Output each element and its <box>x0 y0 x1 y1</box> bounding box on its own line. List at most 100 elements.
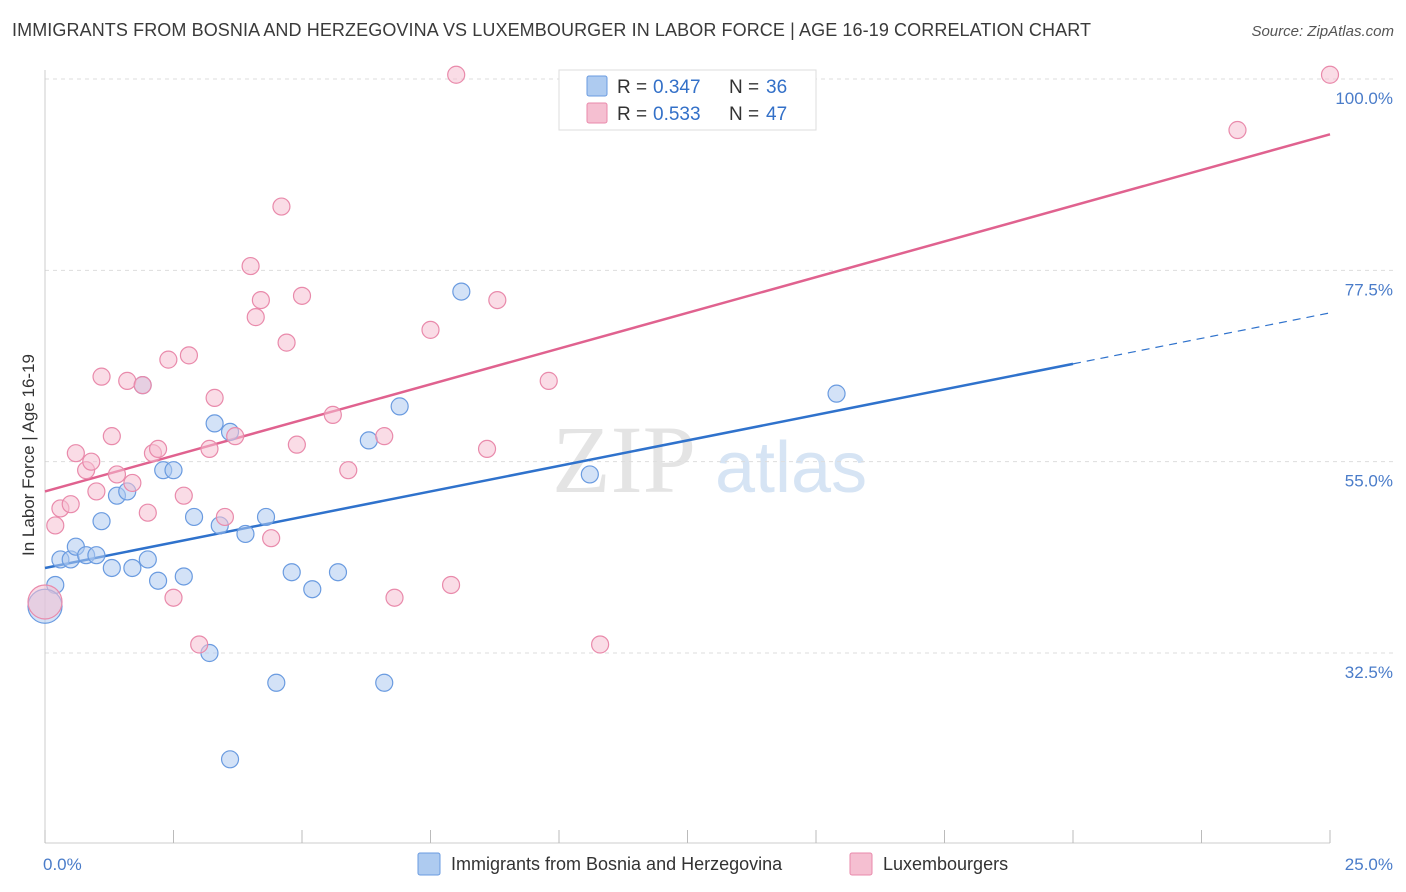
data-point-pink <box>123 473 142 493</box>
trend-line-pink <box>44 133 1331 493</box>
legend-r-value-blue: 0.347 <box>653 77 701 98</box>
data-point-pink <box>82 452 101 471</box>
data-point-blue <box>236 524 255 544</box>
y-tick-labels: 32.5% 55.0% 77.5% 100.0% <box>1335 89 1393 682</box>
x-tick-labels: 0.0% 25.0% <box>43 855 1393 874</box>
trend-lines <box>44 133 1331 570</box>
data-point-pink <box>339 461 358 480</box>
data-point-pink <box>46 516 65 535</box>
data-point-pink <box>447 65 466 84</box>
data-point-blue <box>138 550 157 569</box>
data-point-pink <box>92 367 111 386</box>
data-point-pink <box>375 427 394 446</box>
data-point-blue <box>87 546 106 565</box>
series-pink-points <box>27 65 1340 654</box>
axes <box>44 70 1331 844</box>
data-point-pink <box>87 482 106 501</box>
data-point-pink <box>262 529 281 548</box>
data-point-pink <box>190 635 209 654</box>
bottom-legend-swatch-pink <box>849 852 873 876</box>
data-point-pink <box>138 503 157 522</box>
bottom-legend-label-pink: Luxembourgers <box>883 854 1008 874</box>
legend-r-value-pink: 0.533 <box>653 104 701 125</box>
data-point-pink <box>477 439 497 459</box>
data-point-blue <box>267 673 286 692</box>
data-point-blue <box>205 414 224 433</box>
data-point-blue <box>375 673 394 692</box>
data-point-blue <box>359 431 378 450</box>
data-point-pink <box>118 371 137 390</box>
data-point-blue <box>827 384 846 403</box>
y-tick-label: 77.5% <box>1345 280 1393 299</box>
data-point-pink <box>27 584 63 620</box>
data-point-blue <box>580 465 599 484</box>
bottom-legend-swatch-blue <box>417 852 441 876</box>
legend-n-label-blue: N = <box>729 77 759 98</box>
legend-n-value-pink: 47 <box>766 104 787 125</box>
grid-lines <box>45 78 1395 654</box>
data-point-pink <box>179 346 199 365</box>
data-point-pink <box>133 376 152 395</box>
x-tick-label: 0.0% <box>43 855 82 874</box>
data-point-pink <box>1228 120 1247 140</box>
source-label: Source: ZipAtlas.com <box>1251 23 1394 40</box>
data-point-blue <box>92 512 111 531</box>
data-point-pink <box>539 371 558 390</box>
data-point-pink <box>102 427 121 446</box>
data-point-blue <box>452 282 471 301</box>
data-point-blue <box>174 567 193 586</box>
data-point-pink <box>174 486 193 505</box>
data-point-blue <box>123 558 142 578</box>
data-point-pink <box>205 388 224 407</box>
data-point-pink <box>251 290 270 310</box>
data-point-pink <box>226 427 245 446</box>
legend-r-label-pink: R = <box>617 104 647 125</box>
trend-line-blue <box>44 362 1074 570</box>
data-point-pink <box>61 495 80 514</box>
series-blue-points <box>27 282 846 769</box>
data-point-blue <box>148 571 168 590</box>
data-point-pink <box>107 465 127 484</box>
data-point-pink <box>215 507 234 527</box>
data-point-pink <box>148 439 168 459</box>
data-point-pink <box>287 435 306 454</box>
watermark-zip: ZIP <box>552 406 696 513</box>
data-point-pink <box>488 290 507 310</box>
data-point-pink <box>200 439 219 459</box>
legend: R = 0.347 N = 36 R = 0.533 N = 47 <box>558 69 817 131</box>
trend-line-blue-extension <box>1072 312 1331 365</box>
chart-title: IMMIGRANTS FROM BOSNIA AND HERZEGOVINA V… <box>12 20 1092 40</box>
bottom-legend: Immigrants from Bosnia and Herzegovina L… <box>417 852 1008 876</box>
data-point-pink <box>421 320 440 339</box>
data-point-blue <box>102 558 121 578</box>
data-point-blue <box>256 507 276 527</box>
data-point-pink <box>441 575 461 595</box>
y-tick-label: 100.0% <box>1335 89 1393 108</box>
data-point-blue <box>390 397 409 416</box>
y-axis-label: In Labor Force | Age 16-19 <box>19 354 38 556</box>
data-point-pink <box>292 286 312 305</box>
data-point-pink <box>1320 65 1340 84</box>
data-point-pink <box>164 588 183 607</box>
legend-swatch-pink <box>586 102 608 124</box>
legend-n-label-pink: N = <box>729 104 759 125</box>
data-point-blue <box>282 563 301 582</box>
x-tick-label: 25.0% <box>1345 855 1393 874</box>
bottom-legend-label-blue: Immigrants from Bosnia and Herzegovina <box>451 854 783 874</box>
legend-n-value-blue: 36 <box>766 77 787 98</box>
data-point-blue <box>184 507 204 527</box>
legend-r-label-blue: R = <box>617 77 647 98</box>
data-point-pink <box>159 350 178 369</box>
data-point-blue <box>303 580 322 599</box>
data-point-pink <box>591 635 610 654</box>
data-point-pink <box>66 444 85 463</box>
data-point-blue <box>328 563 348 582</box>
data-point-blue <box>220 750 240 769</box>
legend-swatch-blue <box>586 75 608 97</box>
data-point-pink <box>272 197 291 216</box>
data-point-pink <box>246 308 265 327</box>
data-point-pink <box>385 588 404 607</box>
watermark-atlas: atlas <box>715 428 867 508</box>
y-tick-label: 55.0% <box>1345 472 1393 491</box>
